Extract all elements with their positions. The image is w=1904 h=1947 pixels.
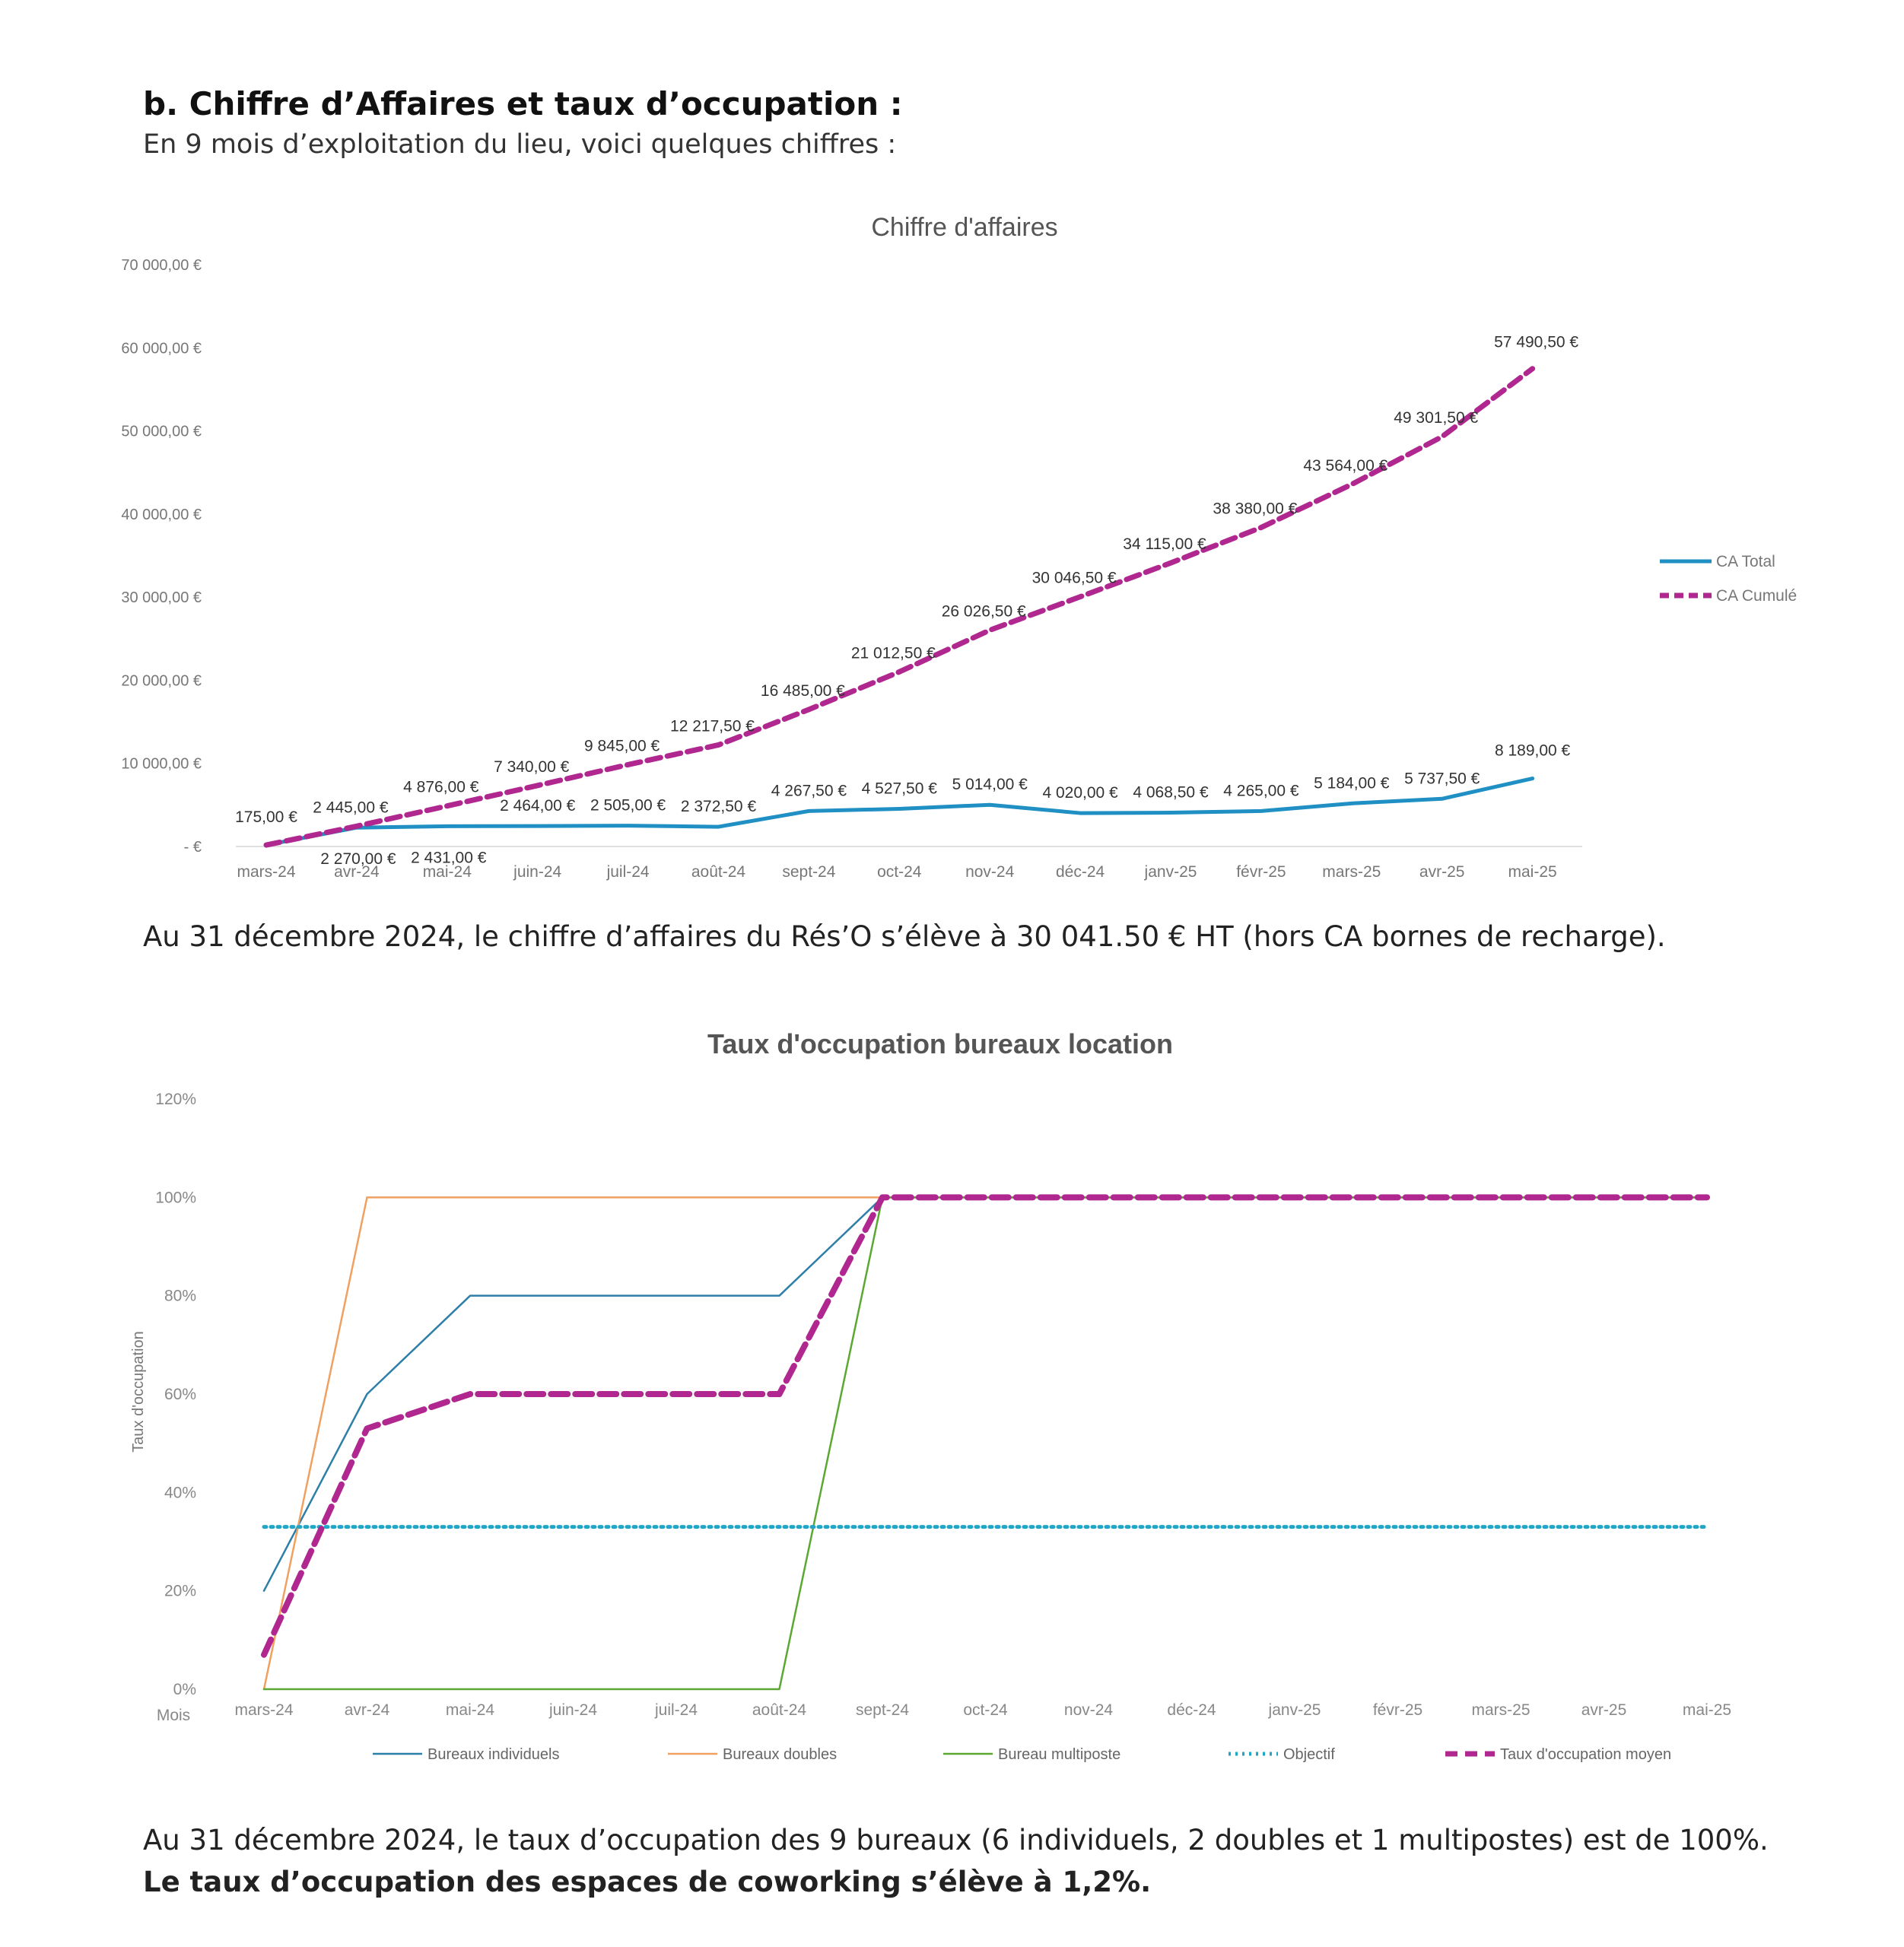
y-tick-label: 30 000,00 €: [121, 589, 202, 606]
series-line-ca-total: [264, 777, 1535, 847]
x-tick-label: juin-24: [513, 863, 561, 881]
x-tick-label: déc-24: [1056, 863, 1105, 881]
y-tick-label: 120%: [155, 1091, 196, 1108]
x-tick-label: juil-24: [606, 863, 650, 881]
data-label-ca-total: 8 189,00 €: [1495, 742, 1571, 760]
x-tick-label: mars-24: [234, 1701, 293, 1719]
x-tick-label: mai-25: [1508, 863, 1556, 881]
occupancy-note: Au 31 décembre 2024, le taux d’occupatio…: [143, 1824, 1769, 1856]
x-tick-label: avr-24: [345, 1701, 390, 1719]
y-tick-label: 0%: [173, 1681, 196, 1698]
legend-label: Bureaux individuels: [428, 1746, 559, 1763]
data-label-ca-total: 4 267,50 €: [771, 782, 847, 799]
x-axis-title: Mois: [157, 1707, 190, 1724]
data-label-ca-cumule: 49 301,50 €: [1394, 409, 1478, 427]
x-tick-label: avr-24: [334, 863, 380, 881]
y-tick-label: 80%: [164, 1288, 196, 1305]
data-label-ca-cumule: 30 046,50 €: [1032, 570, 1117, 587]
revenue-chart: Chiffre d'affaires - € 10 000,00 € 20 000,0…: [121, 213, 1797, 881]
series-line-bureau-multiposte: [262, 1196, 1709, 1691]
x-tick-label: août-24: [691, 863, 746, 881]
x-tick-label: févr-25: [1373, 1701, 1422, 1719]
y-tick-label: 20%: [164, 1583, 196, 1600]
data-label-ca-total: 175,00 €: [235, 808, 297, 826]
x-tick-label: avr-25: [1581, 1701, 1627, 1719]
x-tick-label: sept-24: [856, 1701, 909, 1719]
data-label-ca-total: 4 068,50 €: [1133, 784, 1209, 802]
data-label-ca-total: 4 265,00 €: [1223, 782, 1299, 799]
data-label-ca-total: 2 270,00 €: [320, 850, 396, 868]
y-tick-label: 40%: [164, 1484, 196, 1501]
x-tick-label: mai-24: [423, 863, 472, 881]
data-label-ca-total: 5 184,00 €: [1314, 774, 1390, 792]
data-label-ca-total: 2 372,50 €: [681, 798, 757, 815]
data-label-ca-total: 2 431,00 €: [411, 849, 487, 866]
data-label-ca-cumule: 12 217,50 €: [670, 717, 755, 735]
revenue-note: Au 31 décembre 2024, le chiffre d’affair…: [143, 920, 1666, 953]
legend-label: Objectif: [1283, 1746, 1335, 1763]
x-tick-label: mai-24: [446, 1701, 495, 1719]
y-tick-label: 50 000,00 €: [121, 424, 202, 440]
data-label-ca-total: 4 020,00 €: [1042, 784, 1118, 802]
occupancy-chart: Taux d'occupation bureaux location 0% 20% 4…: [130, 1028, 1731, 1763]
x-tick-label: mars-24: [237, 863, 295, 881]
y-tick-label: 20 000,00 €: [121, 672, 202, 689]
x-tick-label: mars-25: [1471, 1701, 1530, 1719]
series-line-taux-d-occupation-moyen: [261, 1194, 1710, 1658]
legend-label: Bureau multiposte: [998, 1746, 1120, 1763]
data-label-ca-total: 5 014,00 €: [952, 776, 1028, 793]
data-label-ca-cumule: 57 490,50 €: [1494, 334, 1578, 351]
x-tick-label: avr-25: [1419, 863, 1465, 881]
x-tick-label: janv-25: [1268, 1701, 1321, 1719]
data-label-ca-cumule: 9 845,00 €: [584, 737, 660, 754]
x-tick-label: oct-24: [877, 863, 922, 881]
legend-label: Taux d'occupation moyen: [1500, 1746, 1671, 1763]
legend-label: CA Cumulé: [1716, 587, 1797, 605]
data-label-ca-cumule: 4 876,00 €: [403, 779, 479, 796]
data-label-ca-cumule: 2 445,00 €: [313, 799, 389, 816]
y-tick-label: 60 000,00 €: [121, 340, 202, 357]
x-tick-label: janv-25: [1144, 863, 1197, 881]
y-tick-label: 100%: [155, 1189, 196, 1206]
data-label-ca-cumule: 43 564,00 €: [1303, 457, 1387, 475]
data-label-ca-total: 2 505,00 €: [590, 797, 666, 815]
data-label-ca-total: 2 464,00 €: [500, 797, 576, 815]
series-line-ca-cumule: [263, 366, 1536, 848]
data-label-ca-cumule: 26 026,50 €: [942, 603, 1026, 621]
x-tick-label: déc-24: [1167, 1701, 1216, 1719]
x-tick-label: nov-24: [1064, 1701, 1114, 1719]
y-axis-title: Taux d'occupation: [130, 1331, 147, 1452]
y-tick-label: 60%: [164, 1386, 196, 1403]
data-label-ca-cumule: 16 485,00 €: [761, 682, 845, 700]
x-tick-label: févr-25: [1236, 863, 1286, 881]
legend-label: CA Total: [1716, 553, 1775, 570]
data-label-ca-total: 5 737,50 €: [1404, 770, 1480, 787]
data-label-ca-total: 4 527,50 €: [862, 780, 938, 798]
data-label-ca-cumule: 34 115,00 €: [1123, 535, 1206, 553]
x-tick-label: mai-25: [1683, 1701, 1731, 1719]
x-tick-label: nov-24: [965, 863, 1015, 881]
x-tick-label: juil-24: [654, 1701, 698, 1719]
x-tick-label: mars-25: [1322, 863, 1381, 881]
x-tick-label: août-24: [752, 1701, 807, 1719]
legend-label: Bureaux doubles: [723, 1746, 837, 1763]
series-line-bureaux-doubles: [262, 1196, 1709, 1691]
section-intro: En 9 mois d’exploitation du lieu, voici …: [143, 129, 897, 160]
y-tick-label: 10 000,00 €: [121, 756, 202, 773]
data-label-ca-cumule: 21 012,50 €: [851, 644, 936, 662]
data-label-ca-cumule: 38 380,00 €: [1213, 500, 1297, 518]
coworking-note: Le taux d’occupation des espaces de cowo…: [143, 1866, 1152, 1898]
data-label-ca-cumule: 7 340,00 €: [494, 758, 570, 776]
x-tick-label: juin-24: [548, 1701, 597, 1719]
chart-title: Taux d'occupation bureaux location: [707, 1028, 1173, 1059]
section-heading: b. Chiffre d’Affaires et taux d’occupati…: [143, 85, 903, 122]
chart-title: Chiffre d'affaires: [871, 213, 1057, 242]
y-tick-label: - €: [184, 839, 202, 856]
y-tick-label: 40 000,00 €: [121, 507, 202, 523]
x-tick-label: sept-24: [782, 863, 835, 881]
y-tick-label: 70 000,00 €: [121, 257, 202, 274]
x-tick-label: oct-24: [963, 1701, 1008, 1719]
